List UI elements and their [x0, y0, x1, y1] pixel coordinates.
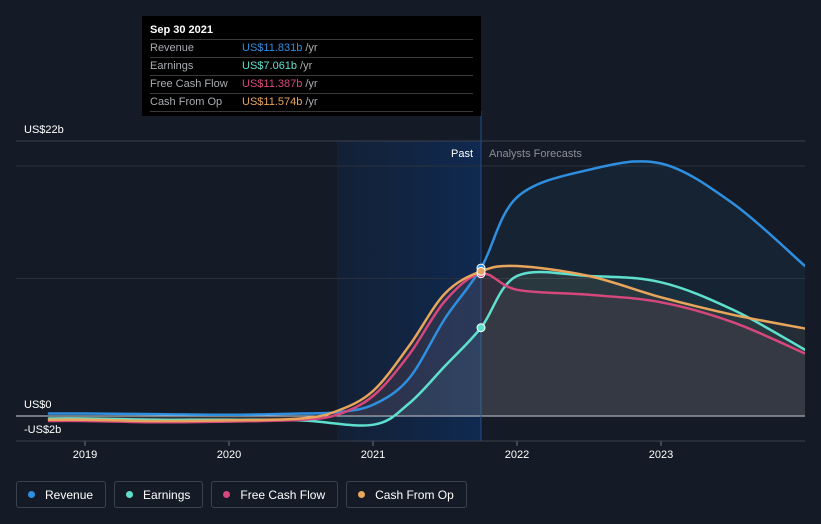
forecast-label: Analysts Forecasts [489, 148, 582, 160]
legend-item-revenue[interactable]: Revenue [16, 481, 107, 508]
y-axis-zero-label: US$0 [24, 399, 52, 411]
series-area-earnings [49, 271, 805, 426]
series-area-revenue [49, 161, 805, 416]
y-axis-bottom-label: -US$2b [24, 424, 61, 436]
legend-item-cash-from-op[interactable]: Cash From Op [346, 481, 467, 508]
tooltip-row-free-cash-flow: Free Cash Flow US$11.387b /yr [150, 76, 473, 94]
legend-item-earnings[interactable]: Earnings [114, 481, 204, 508]
legend-label: Revenue [45, 487, 94, 502]
chart-legend: Revenue Earnings Free Cash Flow Cash Fro… [16, 481, 467, 508]
hover-marker-cash-from-op [476, 266, 486, 276]
legend-dot-icon [28, 491, 35, 498]
tooltip-label: Free Cash Flow [150, 78, 228, 90]
series-area-cash-from-op [49, 265, 805, 422]
past-highlight-band [337, 141, 481, 441]
series-line-cash-from-op [47, 264, 805, 423]
hover-marker-earnings [476, 323, 486, 333]
tooltip-row-earnings: Earnings US$7.061b /yr [150, 58, 473, 76]
tooltip-unit: /yr [305, 96, 318, 108]
legend-dot-icon [358, 491, 366, 498]
x-tick-label: 2020 [217, 449, 241, 461]
legend-item-free-cash-flow[interactable]: Free Cash Flow [211, 481, 339, 508]
x-tick-label: 2023 [649, 449, 673, 461]
tooltip-row-cash-from-op: Cash From Op US$11.574b /yr [150, 94, 473, 112]
tooltip-row-revenue: Revenue US$11.831b /yr [150, 40, 473, 58]
hover-tooltip: Sep 30 2021 Revenue US$11.831b /yr Earni… [142, 16, 481, 116]
tooltip-value: US$11.387b [242, 78, 303, 90]
legend-dot-icon [223, 491, 231, 498]
tooltip-value: US$11.831b [242, 42, 303, 54]
tooltip-date: Sep 30 2021 [150, 22, 473, 40]
tooltip-value: US$11.574b [242, 96, 303, 108]
tooltip-unit: /yr [305, 78, 318, 90]
legend-label: Earnings [143, 487, 191, 502]
legend-label: Free Cash Flow [240, 487, 326, 502]
x-tick-label: 2022 [505, 449, 529, 461]
y-axis-top-label: US$22b [24, 124, 64, 136]
past-label: Past [451, 148, 473, 160]
tooltip-label: Revenue [150, 42, 195, 54]
x-tick-label: 2021 [361, 449, 385, 461]
legend-label: Cash From Op [375, 487, 454, 502]
tooltip-unit: /yr [300, 60, 313, 72]
tooltip-value: US$7.061b [242, 60, 298, 72]
tooltip-unit: /yr [305, 42, 318, 54]
x-tick-label: 2019 [73, 449, 97, 461]
series-line-revenue [47, 160, 805, 417]
series-line-free-cash-flow [47, 272, 805, 424]
tooltip-label: Cash From Op [150, 96, 223, 108]
legend-dot-icon [126, 491, 134, 498]
tooltip-label: Earnings [150, 60, 194, 72]
